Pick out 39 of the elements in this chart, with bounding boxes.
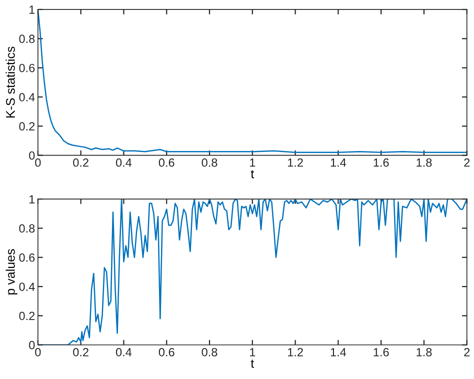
x-tick-label: 1 xyxy=(250,158,256,167)
x-tick-label: 0.6 xyxy=(158,158,174,167)
x-axis-title: t xyxy=(250,170,254,178)
x-tick-label: 0.2 xyxy=(73,348,88,356)
x-tick-label: 0.6 xyxy=(158,348,174,356)
y-tick-label: 0.6 xyxy=(19,64,35,72)
x-tick-label: 0 xyxy=(35,348,41,356)
x-tick-label: 0.8 xyxy=(202,158,218,167)
y-tick-label: 1 xyxy=(29,6,35,14)
x-tick-label: 0.8 xyxy=(202,348,218,356)
x-tick-label: 1.8 xyxy=(416,348,432,356)
x-tick-label: 1.6 xyxy=(374,158,389,167)
y-tick-label: 0 xyxy=(29,151,35,160)
x-axis-title: t xyxy=(250,360,254,368)
y-tick-label: 0.6 xyxy=(19,253,35,262)
x-tick-label: 1.4 xyxy=(330,158,346,167)
x-tick-label: 0.4 xyxy=(116,348,132,356)
x-tick-label: 1.8 xyxy=(416,158,432,167)
x-tick-label: 2 xyxy=(464,158,470,167)
y-tick-label: 0.8 xyxy=(19,224,35,233)
y-axis-title: p values xyxy=(6,249,18,294)
x-tick-label: 0.4 xyxy=(116,158,132,167)
x-tick-label: 1.4 xyxy=(330,348,346,356)
x-tick-label: 1 xyxy=(250,348,256,356)
x-tick-label: 2 xyxy=(464,348,470,356)
x-tick-label: 0.2 xyxy=(73,158,88,167)
y-tick-label: 0.2 xyxy=(19,312,35,320)
y-tick-label: 0 xyxy=(29,340,35,350)
y-tick-label: 0.4 xyxy=(19,282,35,291)
y-tick-label: 0.4 xyxy=(19,93,35,102)
x-tick-label: 1.2 xyxy=(288,158,303,167)
y-tick-label: 0.8 xyxy=(19,34,35,44)
y-axis-title: K-S statistics xyxy=(6,46,15,118)
y-tick-label: 1 xyxy=(29,195,35,204)
x-tick-label: 1.6 xyxy=(374,348,389,356)
x-tick-label: 0 xyxy=(35,158,41,167)
line-series xyxy=(38,9,467,154)
y-tick-label: 0.2 xyxy=(19,122,35,131)
x-tick-label: 1.2 xyxy=(288,348,303,356)
